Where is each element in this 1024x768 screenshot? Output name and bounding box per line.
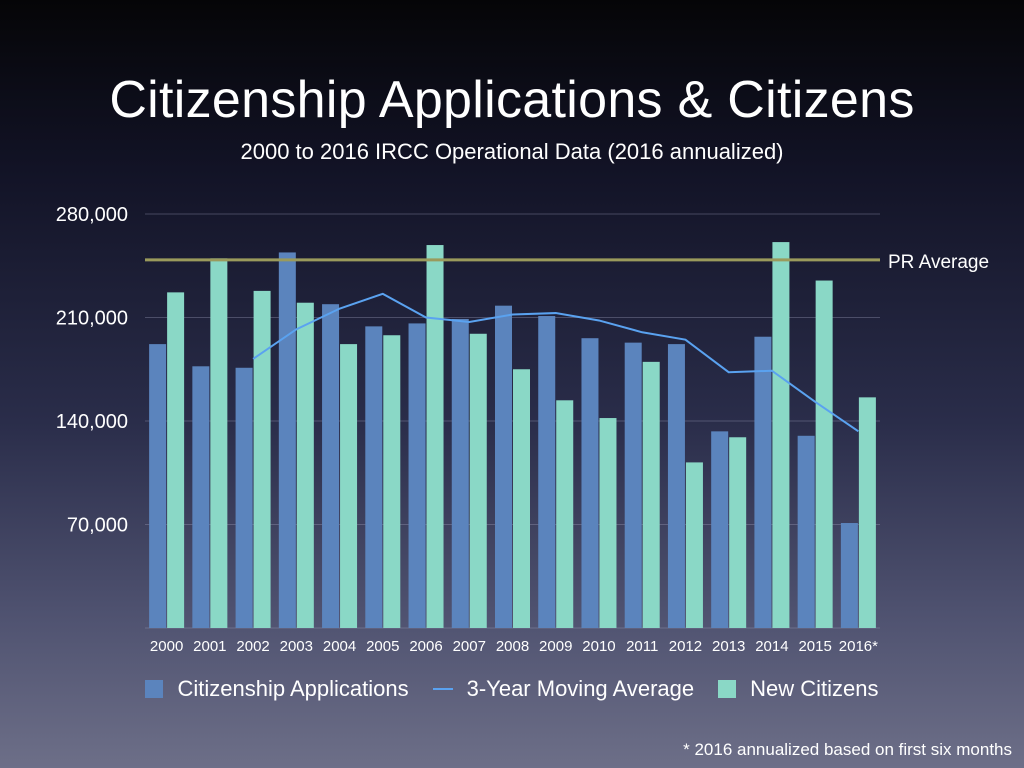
bar-applications bbox=[451, 318, 469, 628]
bar-applications bbox=[192, 366, 210, 628]
bar-new-citizens bbox=[815, 280, 833, 628]
x-tick-label: 2014 bbox=[755, 638, 788, 655]
bar-new-citizens bbox=[513, 369, 530, 628]
moving-average-line bbox=[252, 292, 859, 433]
x-tick-label: 2013 bbox=[712, 638, 745, 655]
bar-applications bbox=[711, 431, 729, 628]
bar-new-citizens bbox=[772, 242, 790, 629]
bar-applications bbox=[797, 435, 815, 628]
bar-applications bbox=[365, 326, 383, 628]
bar-new-citizens bbox=[253, 290, 271, 628]
bar-new-citizens bbox=[383, 335, 401, 628]
x-tick-label: 2004 bbox=[323, 638, 356, 655]
bar-new-citizens bbox=[685, 462, 703, 628]
bar-applications bbox=[754, 336, 772, 628]
bar-new-citizens bbox=[642, 361, 660, 628]
x-tick-label: 2008 bbox=[496, 638, 529, 655]
x-tick-label: 2007 bbox=[453, 638, 486, 655]
x-tick-label: 2010 bbox=[582, 638, 615, 655]
x-tick-label: 2006 bbox=[409, 638, 442, 655]
bar-applications bbox=[408, 323, 426, 628]
x-tick-label: 2003 bbox=[280, 638, 313, 655]
y-tick-label: 210,000 bbox=[56, 308, 128, 330]
bar-applications bbox=[149, 344, 167, 628]
legend-swatch-moving-average bbox=[432, 688, 453, 690]
bar-new-citizens bbox=[469, 333, 487, 628]
x-tick-label: 2009 bbox=[539, 638, 572, 655]
x-tick-label: 2000 bbox=[150, 638, 183, 655]
legend-swatch-applications bbox=[145, 680, 164, 698]
legend-item-new-citizens: New Citizens bbox=[718, 676, 879, 702]
bar-new-citizens bbox=[599, 418, 617, 628]
chart-legend: Citizenship Applications 3-Year Moving A… bbox=[0, 676, 1024, 702]
bar-new-citizens bbox=[858, 397, 876, 628]
pr-average-label: PR Average bbox=[888, 252, 989, 273]
bar-new-citizens bbox=[729, 437, 747, 628]
legend-label-new-citizens: New Citizens bbox=[750, 676, 879, 701]
legend-label-moving-average: 3-Year Moving Average bbox=[466, 676, 695, 701]
footnote: * 2016 annualized based on first six mon… bbox=[683, 740, 1012, 759]
y-tick-label: 70,000 bbox=[67, 515, 128, 537]
x-tick-label: 2012 bbox=[669, 638, 702, 655]
bar-new-citizens bbox=[556, 400, 574, 628]
x-tick-label: 2001 bbox=[193, 638, 226, 655]
bar-new-citizens bbox=[426, 245, 444, 629]
bar-new-citizens bbox=[210, 258, 228, 628]
slide-title: Citizenship Applications & Citizens bbox=[109, 71, 915, 129]
legend-swatch-new-citizens bbox=[718, 680, 737, 698]
y-tick-label: 140,000 bbox=[56, 411, 128, 433]
legend-item-applications: Citizenship Applications bbox=[145, 676, 409, 702]
bar-new-citizens bbox=[296, 302, 314, 628]
x-tick-label: 2016* bbox=[839, 638, 878, 655]
bar-applications bbox=[624, 342, 642, 628]
bar-applications bbox=[538, 316, 556, 628]
bar-applications bbox=[235, 367, 253, 628]
slide-subtitle: 2000 to 2016 IRCC Operational Data (2016… bbox=[240, 139, 784, 164]
legend-item-moving-average: 3-Year Moving Average bbox=[432, 676, 695, 702]
bar-new-citizens bbox=[340, 344, 358, 628]
bar-applications bbox=[581, 338, 599, 628]
legend-label-applications: Citizenship Applications bbox=[177, 676, 409, 701]
bar-applications bbox=[667, 344, 685, 628]
x-tick-label: 2015 bbox=[798, 638, 831, 655]
x-tick-label: 2005 bbox=[366, 638, 399, 655]
x-tick-label: 2011 bbox=[626, 638, 658, 655]
bar-new-citizens bbox=[167, 292, 185, 628]
bar-applications bbox=[322, 304, 340, 628]
bar-applications bbox=[840, 523, 858, 628]
y-tick-label: 280,000 bbox=[56, 204, 128, 226]
bar-applications bbox=[278, 252, 296, 628]
x-tick-label: 2002 bbox=[236, 638, 269, 655]
bar-applications bbox=[495, 305, 512, 628]
